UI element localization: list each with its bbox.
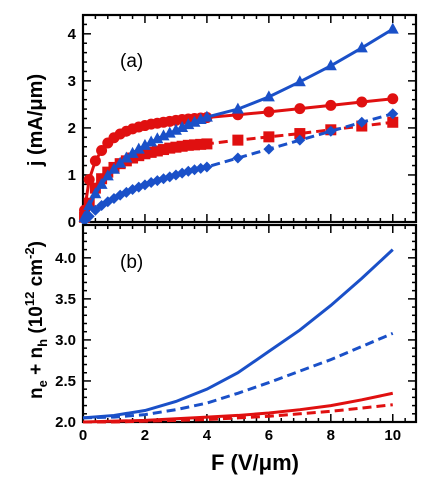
y-title-open: (10 [26, 306, 47, 339]
panel-a-y-tick-label: 2 [68, 120, 76, 137]
panel-a-series-3-point-19 [188, 115, 201, 127]
panel-a-series-2-point-19 [189, 139, 201, 151]
panel-a-series-4-point-23 [263, 143, 275, 155]
panel-b-series-2-line [82, 331, 394, 420]
panel-a-series-4-point-27 [387, 108, 399, 120]
panel-b-y-tick-label: 2.0 [55, 414, 76, 431]
panel-b-y-tick-label: 4.0 [55, 250, 76, 267]
panel-b-series-1-line [82, 248, 394, 420]
panel-a-series-3-point-23 [262, 90, 275, 102]
panel-a-series-1-point-2 [83, 174, 95, 186]
panel-a-series-3-point-15 [163, 126, 176, 138]
panel-a-series-4-point-24 [294, 134, 306, 146]
panel-a: 0 1 2 3 4 [68, 13, 418, 231]
panel-a-series-3-point-9 [126, 146, 139, 158]
panel-a-series-3-point-2 [83, 199, 96, 211]
panel-a-series-3-point-4 [95, 177, 108, 189]
panel-a-series-3-point-16 [169, 123, 182, 135]
x-tick-label: 4 [203, 427, 212, 444]
x-axis-title: F (V/μm) [211, 450, 299, 475]
panel-a-y-tick-label: 4 [68, 26, 77, 43]
x-tick-label: 10 [384, 427, 401, 444]
panel-a-series-4-point-25 [325, 125, 337, 137]
x-tick-label: 6 [265, 427, 273, 444]
panel-a-series-3-point-11 [138, 138, 151, 150]
panel-a-series-3-point-17 [176, 120, 189, 132]
panel-a-series-2-point-27 [387, 116, 399, 128]
panel-a-label: (a) [120, 51, 143, 72]
panel-a-series-3-point-25 [324, 59, 337, 71]
panel-a-series-2-point-15 [164, 142, 176, 154]
panel-a-series-2-point-23 [263, 131, 275, 143]
panel-a-series-3-point-10 [132, 142, 145, 154]
panel-a-series-4-point-8 [120, 186, 132, 198]
panel-a-y-tick-label: 1 [68, 167, 76, 184]
panel-b-y-tick-label: 3.5 [55, 291, 76, 308]
panel-a-series-4-point-2 [83, 210, 95, 222]
x-tick-label: 0 [79, 427, 87, 444]
panel-a-y-tick-label: 3 [68, 73, 76, 90]
panel-a-series-3-point-8 [120, 151, 133, 163]
panel-a-y-tick-label: 0 [68, 214, 76, 231]
panel-a-series-3-point-12 [145, 135, 158, 147]
panel-a-series-1-point-4 [96, 144, 108, 156]
panel-a-series-3-point-14 [157, 129, 170, 141]
panel-a-series-2-point-9 [127, 152, 139, 164]
y-title-cm: cm [26, 259, 47, 292]
panel-a-series-2-point-13 [151, 145, 163, 157]
x-tick-label: 2 [141, 427, 149, 444]
panel-a-series-2-point-17 [176, 140, 188, 152]
panel-a-series-2-point-20 [195, 138, 207, 150]
y-title-exp-neg2: -2 [22, 247, 37, 259]
panel-b-label: (b) [120, 252, 143, 273]
panel-a-series-1-point-25 [325, 99, 337, 111]
panel-a-series-3-point-24 [293, 75, 306, 87]
panel-a-series-3-point-22 [231, 102, 244, 114]
panel-a-series-2-point-18 [182, 139, 194, 151]
panel-a-series-2-point-10 [133, 150, 145, 162]
panel-b-y-tick-label: 2.5 [55, 373, 76, 390]
panel-a-series-1-point-24 [294, 103, 306, 115]
panel-a-series-2-point-14 [158, 144, 170, 156]
panel-a-series-3-point-27 [386, 22, 399, 34]
y-title-sub-h: h [35, 339, 50, 347]
panel-a-series-2-point-16 [170, 141, 182, 153]
panel-b-series-3-line [82, 391, 394, 424]
panel-a-series-3-point-13 [151, 132, 164, 144]
x-tick-label: 8 [327, 427, 335, 444]
panel-b-series-4-line [83, 403, 393, 424]
y-title-sub-e: e [35, 380, 50, 387]
panel-a-series-2-point-11 [139, 148, 151, 160]
panel-b-y-axis-title: ne + nh (1012 cm-2) [22, 241, 50, 399]
panel-a-series-3-point-6 [107, 162, 120, 174]
panel-a-series-2-point-12 [145, 146, 157, 158]
panel-a-series-3-point-3 [89, 187, 102, 199]
panel-a-series-1-point-3 [89, 155, 101, 167]
panel-a-series-2-point-24 [294, 128, 306, 140]
panel-a-series-3-point-26 [355, 41, 368, 53]
panel-a-series-1-point-26 [356, 96, 368, 108]
panel-b: 2.0 2.5 3.0 3.5 4.0 0 2 4 6 8 10 [55, 223, 418, 444]
panel-a-series-3-point-21 [200, 110, 213, 122]
panel-a-series-3-point-5 [101, 169, 114, 181]
panel-a-series-2-point-22 [232, 134, 244, 146]
panel-a-series-3-point-7 [114, 156, 127, 168]
panel-a-series-4-point-21 [201, 161, 213, 173]
y-title-n: n [26, 387, 47, 399]
y-title-close: ) [26, 241, 47, 247]
panel-a-series-1-point-27 [387, 93, 399, 105]
y-title-exp-12: 12 [22, 292, 37, 306]
panel-a-series-2-point-21 [201, 138, 213, 150]
panel-a-series-1-point-23 [263, 106, 275, 118]
y-title-plus-n: + n [26, 347, 47, 380]
panel-b-y-tick-label: 3.0 [55, 332, 76, 349]
panel-a-series-4-point-22 [232, 152, 244, 164]
panel-a-y-axis-title: j (mA/μm) [25, 74, 47, 167]
panel-a-series-4-point-26 [356, 116, 368, 128]
